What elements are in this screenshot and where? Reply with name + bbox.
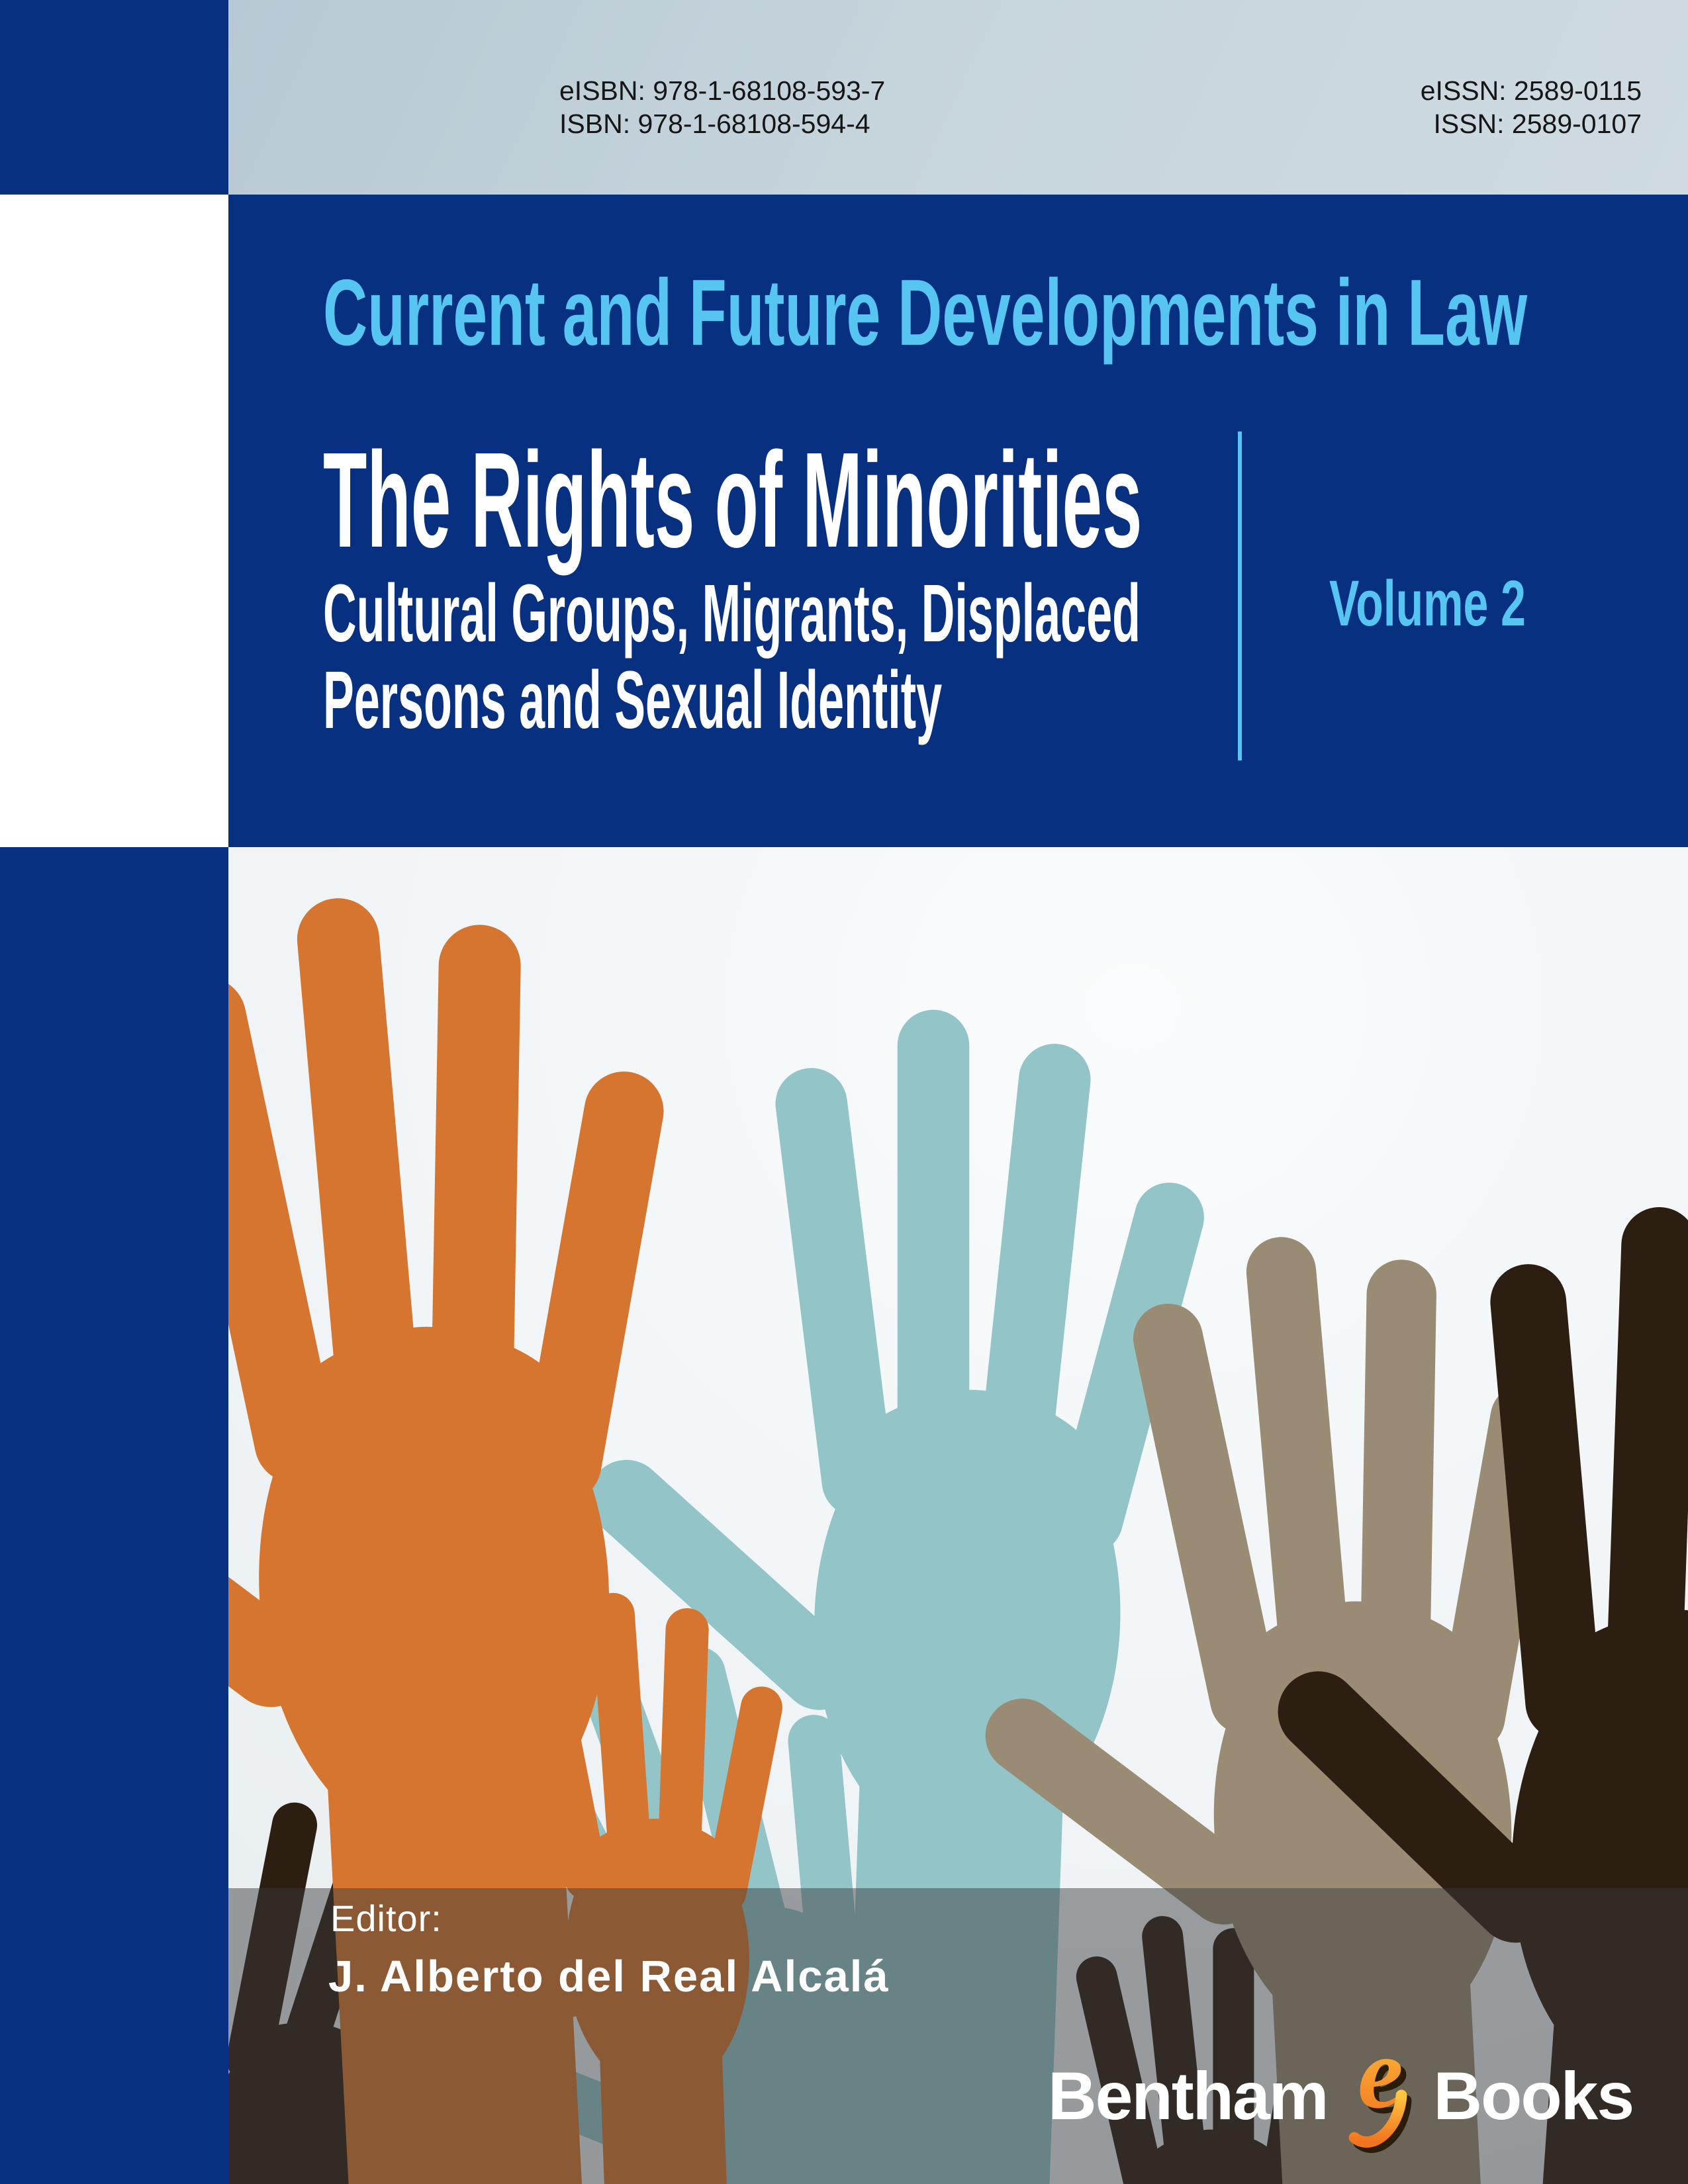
volume-label: Volume 2 [1329,567,1526,639]
bottom-overlay-band [228,1888,1688,2184]
series-title: Current and Future Developments in Law [323,263,1688,362]
eissn-line: eISSN: 2589-0115 [1420,75,1642,106]
subtitle-line-2: Persons and Sexual Identity [323,655,943,746]
raised-hands-illustration [228,847,1688,2184]
logo-bentham-text: Bentham [1048,2058,1329,2134]
isbn-block: eISBN: 978-1-68108-593-7 ISBN: 978-1-681… [559,74,885,140]
series-title-text: Current and Future Developments in Law [323,260,1528,365]
left-column-bottom-block [0,847,228,2184]
eisbn-line: eISBN: 978-1-68108-593-7 [559,75,886,106]
book-title-text: The Rights of Minorities [323,424,1143,576]
header-band: eISBN: 978-1-68108-593-7 ISBN: 978-1-681… [228,0,1688,195]
logo-books-text: Books [1433,2058,1634,2134]
left-column-white-block [0,195,228,847]
editor-label: Editor: [330,1897,442,1939]
bentham-ebooks-logo: Bentham e e Books [1048,2016,1634,2153]
isbn-line: ISBN: 978-1-68108-594-4 [559,109,870,139]
issn-block: eISSN: 2589-0115 ISSN: 2589-0107 [1421,74,1642,140]
book-subtitle: Cultural Groups, Migrants, Displaced Per… [323,570,1688,744]
title-band [228,195,1688,847]
issn-line: ISSN: 2589-0107 [1433,109,1642,139]
book-title: The Rights of Minorities [323,424,1688,576]
logo-e-icon: e e [1343,2016,1417,2163]
left-column-top-block [0,0,228,195]
editor-name: J. Alberto del Real Alcalá [328,1952,890,2001]
vertical-divider-line [1238,432,1242,760]
subtitle-line-1: Cultural Groups, Migrants, Displaced [323,569,1141,659]
